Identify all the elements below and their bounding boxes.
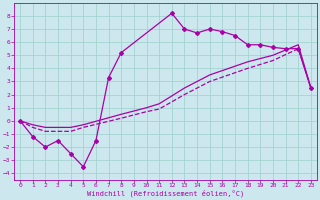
X-axis label: Windchill (Refroidissement éolien,°C): Windchill (Refroidissement éolien,°C): [87, 190, 244, 197]
